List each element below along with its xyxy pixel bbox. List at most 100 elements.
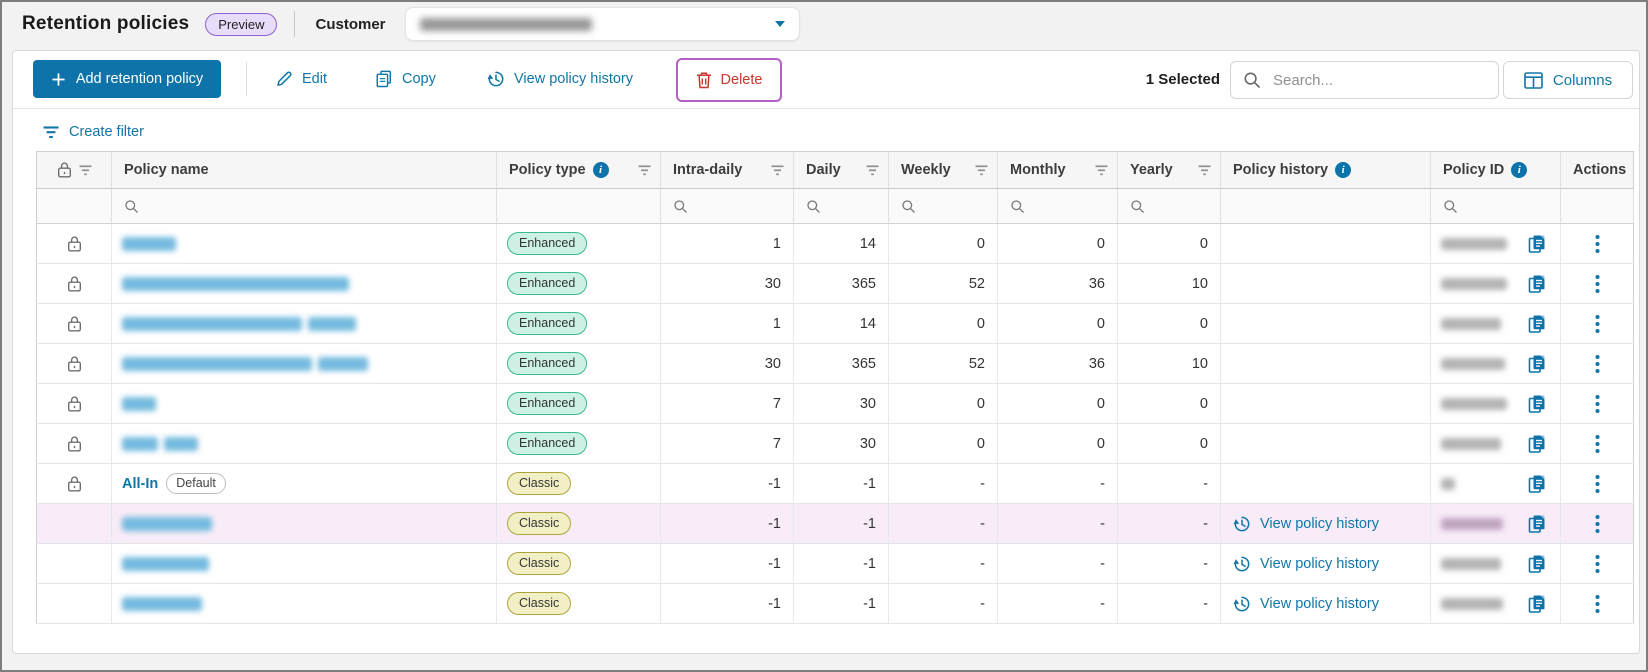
kebab-menu-icon[interactable] (1595, 474, 1600, 494)
filter-cell-daily[interactable] (794, 189, 889, 224)
copy-button[interactable]: Copy (369, 60, 442, 98)
copy-icon[interactable] (1527, 274, 1547, 294)
policy-id-cell (1431, 504, 1561, 544)
filter-icon[interactable] (1198, 165, 1211, 176)
kebab-menu-icon[interactable] (1595, 394, 1600, 414)
copy-icon[interactable] (1527, 514, 1547, 534)
table-row[interactable]: Enhanced114000 (37, 304, 1634, 344)
column-header-intra_daily[interactable]: Intra-daily (661, 152, 794, 189)
policy-name-link-redacted[interactable] (122, 277, 349, 291)
policy-name-link-redacted[interactable] (122, 597, 202, 611)
policy-type-badge: Classic (507, 552, 571, 575)
policy-name-link-redacted[interactable] (122, 397, 156, 411)
view-policy-history-link[interactable]: View policy history (1233, 515, 1379, 533)
monthly-cell: - (998, 544, 1118, 584)
policy-name-link-redacted[interactable] (122, 237, 176, 251)
table-row[interactable]: Enhanced730000 (37, 424, 1634, 464)
policy-name-link[interactable]: All-In (122, 476, 158, 492)
policy-name-link-redacted[interactable] (122, 557, 209, 571)
column-header-type[interactable]: Policy type i (497, 152, 661, 189)
view-policy-history-button[interactable]: View policy history (481, 60, 639, 98)
copy-icon[interactable] (1527, 314, 1547, 334)
yearly-cell: 10 (1118, 344, 1221, 384)
info-icon[interactable]: i (593, 162, 609, 178)
copy-icon[interactable] (1527, 434, 1547, 454)
kebab-menu-icon[interactable] (1595, 234, 1600, 254)
columns-button[interactable]: Columns (1503, 61, 1633, 99)
kebab-menu-icon[interactable] (1595, 514, 1600, 534)
filter-cell-intra_daily[interactable] (661, 189, 794, 224)
column-header-yearly[interactable]: Yearly (1118, 152, 1221, 189)
copy-icon[interactable] (1527, 394, 1547, 414)
search-input[interactable] (1271, 71, 1486, 90)
edit-label: Edit (302, 71, 327, 87)
filter-icon[interactable] (866, 165, 879, 176)
kebab-menu-icon[interactable] (1595, 434, 1600, 454)
trash-icon (696, 71, 712, 89)
column-header-daily[interactable]: Daily (794, 152, 889, 189)
filter-icon[interactable] (1095, 165, 1108, 176)
table-row[interactable]: Enhanced30365523610 (37, 264, 1634, 304)
lock-cell (37, 344, 112, 384)
filter-cell-name[interactable] (112, 189, 497, 224)
lock-cell (37, 304, 112, 344)
copy-icon[interactable] (1527, 234, 1547, 254)
copy-icon[interactable] (1527, 554, 1547, 574)
table-row[interactable]: Classic-1-1---View policy history (37, 584, 1634, 624)
table-row[interactable]: Classic-1-1---View policy history (37, 544, 1634, 584)
policy-name-link-redacted[interactable] (318, 357, 368, 371)
create-filter-link[interactable]: Create filter (43, 119, 144, 145)
kebab-menu-icon[interactable] (1595, 354, 1600, 374)
delete-button[interactable]: Delete (690, 61, 769, 99)
delete-highlight-box: Delete (676, 58, 782, 102)
filter-cell-id[interactable] (1431, 189, 1561, 224)
view-policy-history-link[interactable]: View policy history (1233, 555, 1379, 573)
kebab-menu-icon[interactable] (1595, 554, 1600, 574)
column-header-monthly[interactable]: Monthly (998, 152, 1118, 189)
policy-name-link-redacted[interactable] (122, 357, 312, 371)
table-row[interactable]: Enhanced114000 (37, 224, 1634, 264)
column-header-name[interactable]: Policy name (112, 152, 497, 189)
intra_daily-cell: 1 (661, 304, 794, 344)
filter-icon[interactable] (771, 165, 784, 176)
filter-cell-weekly[interactable] (889, 189, 998, 224)
policy-history-cell: View policy history (1221, 584, 1431, 624)
table-row[interactable]: All-InDefaultClassic-1-1--- (37, 464, 1634, 504)
policy-name-link-redacted[interactable] (164, 437, 198, 451)
column-header-lock[interactable] (37, 152, 112, 189)
filter-icon[interactable] (79, 165, 92, 176)
kebab-menu-icon[interactable] (1595, 314, 1600, 334)
column-header-weekly[interactable]: Weekly (889, 152, 998, 189)
kebab-menu-icon[interactable] (1595, 594, 1600, 614)
table-row[interactable]: Enhanced30365523610 (37, 344, 1634, 384)
info-icon[interactable]: i (1335, 162, 1351, 178)
filter-cell-yearly[interactable] (1118, 189, 1221, 224)
policy-name-link-redacted[interactable] (308, 317, 356, 331)
add-retention-policy-button[interactable]: Add retention policy (33, 60, 221, 98)
info-icon[interactable]: i (1511, 162, 1527, 178)
column-header-actions[interactable]: Actions (1561, 152, 1634, 189)
edit-button[interactable]: Edit (269, 60, 333, 98)
intra_daily-cell: 7 (661, 424, 794, 464)
customer-dropdown[interactable] (405, 7, 800, 41)
copy-icon[interactable] (1527, 594, 1547, 614)
copy-icon[interactable] (1527, 474, 1547, 494)
column-header-id[interactable]: Policy IDi (1431, 152, 1561, 189)
policy-name-link-redacted[interactable] (122, 517, 212, 531)
filter-cell-monthly[interactable] (998, 189, 1118, 224)
filter-icon[interactable] (638, 165, 651, 176)
copy-icon[interactable] (1527, 354, 1547, 374)
policy-type-badge: Enhanced (507, 392, 587, 415)
column-label: Policy type (509, 162, 586, 178)
kebab-menu-icon[interactable] (1595, 274, 1600, 294)
filter-icon[interactable] (975, 165, 988, 176)
policy-name-link-redacted[interactable] (122, 437, 158, 451)
search-box[interactable] (1230, 61, 1499, 99)
yearly-cell: - (1118, 544, 1221, 584)
column-header-history[interactable]: Policy historyi (1221, 152, 1431, 189)
policy-name-link-redacted[interactable] (122, 317, 302, 331)
table-row[interactable]: Enhanced730000 (37, 384, 1634, 424)
view-policy-history-link[interactable]: View policy history (1233, 595, 1379, 613)
table-row[interactable]: Classic-1-1---View policy history (37, 504, 1634, 544)
monthly-cell: 0 (998, 424, 1118, 464)
